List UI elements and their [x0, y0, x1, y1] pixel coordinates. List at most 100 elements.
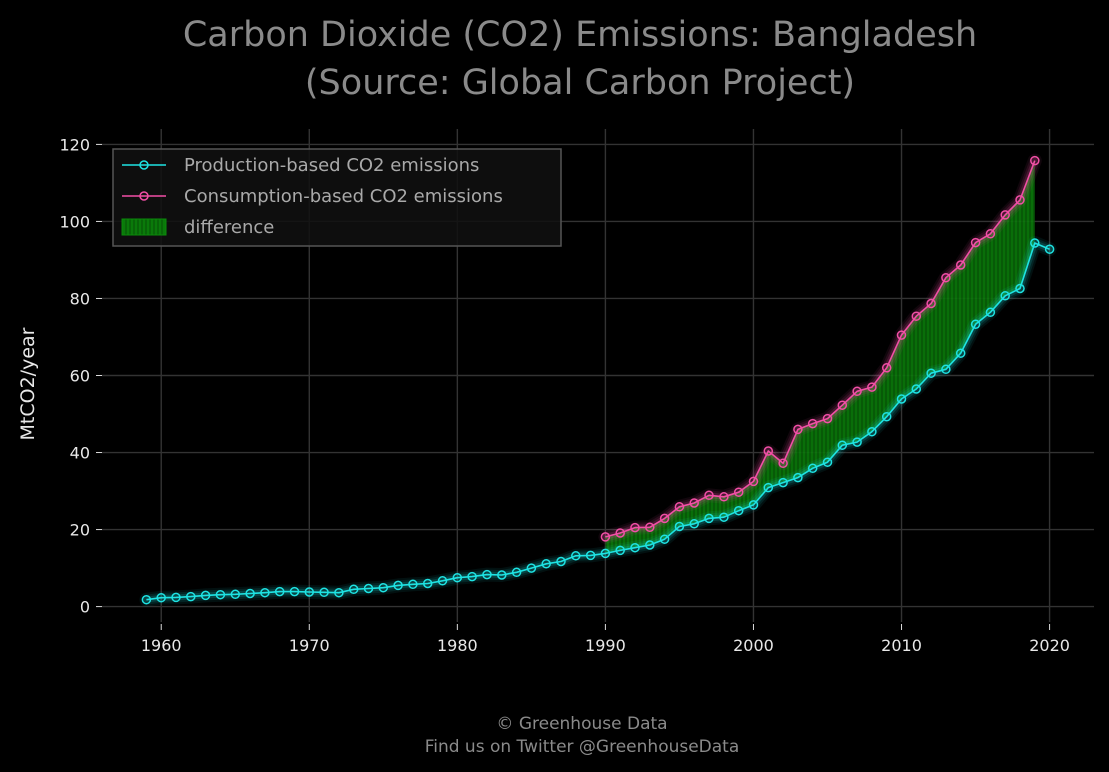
credit-twitter: Find us on Twitter @GreenhouseData	[425, 737, 740, 757]
chart-subtitle: (Source: Global Carbon Project)	[305, 63, 855, 103]
data-point	[763, 446, 774, 456]
data-point	[955, 348, 966, 358]
data-point	[304, 587, 315, 597]
data-point	[881, 363, 892, 373]
legend-box	[112, 148, 562, 247]
data-point	[719, 512, 729, 522]
data-point	[881, 411, 892, 422]
x-tick-label: 1990	[585, 636, 626, 655]
data-point	[867, 426, 877, 437]
data-point	[689, 519, 699, 529]
data-point	[467, 571, 477, 582]
data-point	[926, 298, 936, 309]
data-point	[200, 590, 211, 601]
data-point	[186, 591, 196, 602]
data-point	[334, 587, 344, 598]
data-point	[600, 548, 611, 559]
y-tick-label: 120	[59, 135, 90, 154]
data-point	[704, 490, 714, 501]
data-point	[926, 368, 936, 378]
data-point	[970, 237, 981, 248]
x-tick-label: 1970	[289, 636, 330, 655]
data-point	[793, 424, 803, 435]
legend-production-marker-icon	[139, 160, 149, 170]
data-point	[1030, 155, 1040, 166]
data-point	[141, 594, 152, 605]
data-point	[1015, 283, 1025, 294]
legend-difference-swatch-icon	[121, 218, 167, 236]
data-point	[911, 311, 922, 321]
data-point	[348, 584, 359, 595]
data-point	[1030, 238, 1040, 248]
x-tick-label: 1980	[437, 636, 478, 655]
data-point	[422, 578, 433, 589]
y-tick-label: 20	[70, 521, 90, 540]
credit-copyright: © Greenhouse Data	[496, 714, 667, 734]
data-point	[1015, 195, 1025, 205]
data-point	[748, 476, 759, 487]
data-point	[941, 272, 951, 283]
data-point	[378, 582, 389, 593]
data-point	[260, 587, 270, 598]
data-point	[482, 569, 492, 580]
data-point	[807, 463, 818, 474]
data-point	[645, 540, 655, 550]
y-tick-label: 0	[80, 598, 90, 617]
data-point	[437, 576, 448, 586]
data-point	[541, 559, 551, 569]
data-point	[215, 589, 226, 600]
data-point	[230, 589, 241, 600]
series-glow	[143, 240, 1053, 603]
y-tick-label: 40	[70, 444, 90, 463]
series-production	[139, 236, 1057, 607]
data-point	[911, 384, 922, 394]
data-point	[156, 592, 166, 603]
data-point	[659, 534, 670, 544]
data-point	[733, 487, 744, 497]
data-point	[896, 394, 907, 404]
data-point	[778, 458, 788, 469]
legend-consumption-label: Consumption-based CO2 emissions	[184, 186, 503, 207]
y-tick-label: 60	[70, 367, 90, 386]
data-point	[704, 513, 714, 524]
data-point	[941, 364, 951, 375]
y-tick-label: 80	[70, 289, 90, 308]
data-point	[615, 545, 625, 556]
data-point	[837, 440, 848, 450]
data-point	[822, 413, 833, 424]
difference-area	[605, 160, 1035, 554]
data-point	[985, 229, 996, 239]
data-point	[511, 567, 522, 578]
data-point	[778, 477, 788, 488]
data-point	[970, 319, 981, 330]
series-glow	[141, 238, 1055, 605]
data-point	[615, 528, 625, 538]
data-point	[645, 522, 655, 533]
data-point	[822, 457, 833, 467]
data-point	[571, 551, 581, 561]
data-point	[985, 307, 996, 318]
series-glow	[139, 236, 1057, 607]
data-point	[867, 382, 877, 392]
y-axis-ticks: 0 20 40 60 80 100 120	[59, 135, 102, 617]
series-layer	[139, 153, 1057, 607]
data-point	[955, 260, 966, 270]
data-point	[274, 586, 285, 597]
data-point	[393, 580, 403, 591]
data-point	[1000, 210, 1010, 220]
data-point	[630, 542, 640, 553]
data-point	[408, 579, 418, 590]
data-point	[837, 400, 848, 410]
difference-fill-layer	[605, 160, 1035, 554]
data-point	[171, 592, 181, 603]
data-point	[363, 583, 374, 594]
data-point	[852, 386, 862, 397]
data-point	[852, 437, 862, 447]
data-point	[630, 522, 640, 533]
data-point	[793, 472, 803, 483]
y-axis-label: MtCO2/year	[17, 327, 39, 440]
data-point	[807, 418, 818, 429]
data-point	[733, 505, 744, 516]
data-point	[526, 563, 537, 573]
